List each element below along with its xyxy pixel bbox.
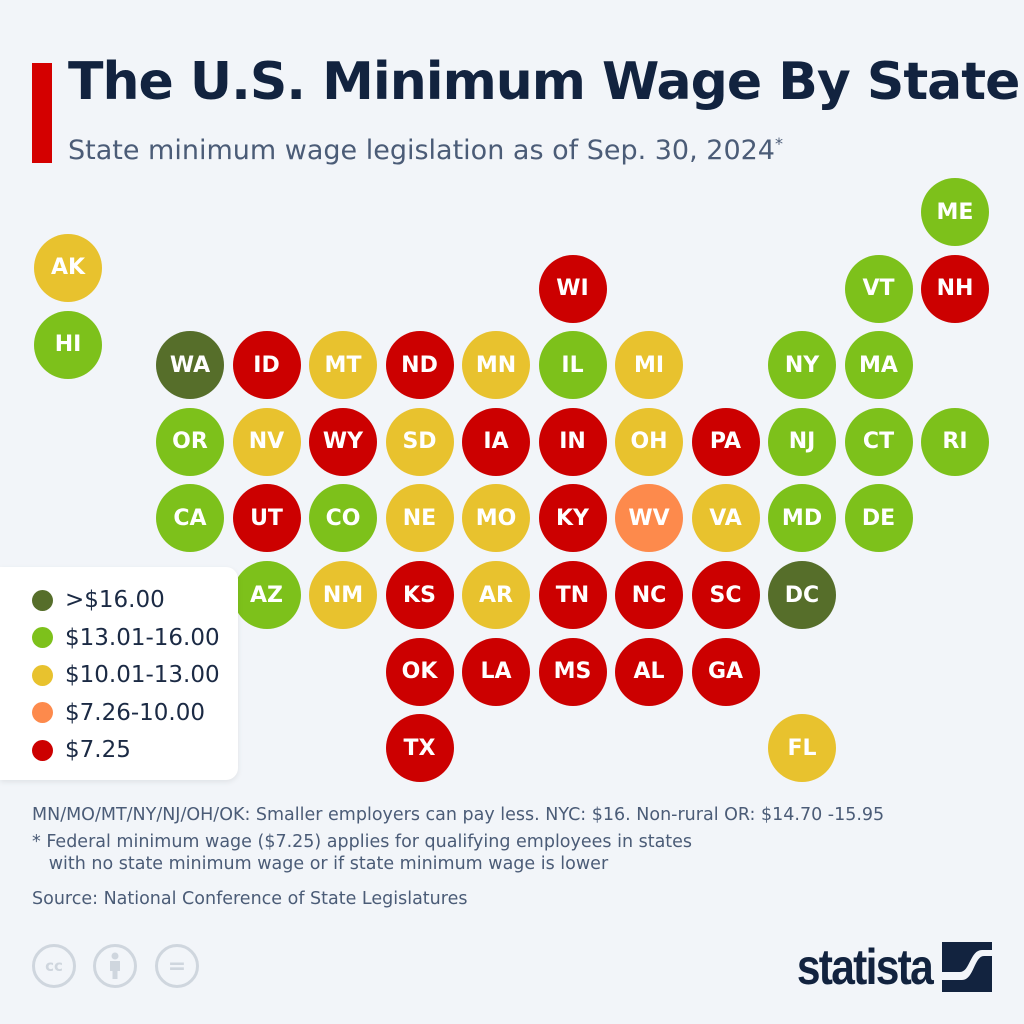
legend-item: $10.01-13.00 xyxy=(32,662,220,688)
state-tile-nm: NM xyxy=(309,561,377,629)
legend-item: $7.25 xyxy=(32,737,131,763)
state-tile-id: ID xyxy=(232,331,301,400)
state-tile-oh: OH xyxy=(615,407,683,476)
state-tile-mi: MI xyxy=(615,331,683,400)
state-tile-nh: NH xyxy=(921,254,989,323)
legend-item: $13.01-16.00 xyxy=(32,625,220,651)
state-tile-me: ME xyxy=(921,178,989,246)
subtitle-text: State minimum wage legislation as of Sep… xyxy=(68,135,775,166)
legend-swatch xyxy=(32,739,53,761)
state-tile-wy: WY xyxy=(309,407,377,476)
state-tile-ar: AR xyxy=(462,561,530,629)
state-tile-ms: MS xyxy=(538,637,607,706)
state-tile-mn: MN xyxy=(462,331,530,400)
state-tile-hi: HI xyxy=(34,310,102,379)
state-tile-nv: NV xyxy=(232,407,301,476)
legend-label: >$16.00 xyxy=(65,587,165,613)
state-tile-ut: UT xyxy=(232,484,301,553)
legend-item: >$16.00 xyxy=(32,587,165,613)
subtitle-footnote-mark: * xyxy=(774,134,783,153)
state-tile-vt: VT xyxy=(844,254,913,323)
legend-label: $10.01-13.00 xyxy=(65,662,220,688)
state-tile-la: LA xyxy=(462,637,530,706)
legend-label: $7.26-10.00 xyxy=(65,699,205,726)
state-tile-ok: OK xyxy=(385,637,454,706)
attribution-icon[interactable] xyxy=(93,944,137,988)
legend: >$16.00 $13.01-16.00 $10.01-13.00 $7.26-10.… xyxy=(0,567,238,780)
note-smaller-employers: MN/MO/MT/NY/NJ/OH/OK: Smaller employers … xyxy=(32,805,885,825)
state-tile-ri: RI xyxy=(921,407,989,476)
state-tile-al: AL xyxy=(615,637,683,706)
state-tile-de: DE xyxy=(844,484,913,553)
state-tile-tx: TX xyxy=(385,714,454,783)
state-tile-ne: NE xyxy=(385,484,454,553)
state-tile-pa: PA xyxy=(691,407,760,476)
cc-label: cc xyxy=(45,957,63,975)
legend-swatch xyxy=(32,702,53,723)
state-tile-ga: GA xyxy=(691,637,760,706)
person-icon xyxy=(110,952,120,979)
state-tile-ca: CA xyxy=(156,484,224,553)
legend-label: $7.25 xyxy=(65,737,131,763)
page-subtitle: State minimum wage legislation as of Sep… xyxy=(68,134,783,166)
legend-swatch xyxy=(32,589,53,611)
state-tile-in: IN xyxy=(538,407,607,476)
logo-text: statista xyxy=(796,939,934,995)
state-tile-ak: AK xyxy=(34,233,102,302)
state-tile-va: VA xyxy=(691,484,760,553)
cc-icon[interactable]: cc xyxy=(32,944,76,988)
state-tile-il: IL xyxy=(538,331,607,400)
state-tile-nj: NJ xyxy=(768,407,836,476)
legend-label: $13.01-16.00 xyxy=(65,624,220,651)
title-accent-bar xyxy=(32,63,52,163)
state-tile-mo: MO xyxy=(462,484,530,553)
state-tile-fl: FL xyxy=(768,714,836,783)
state-tile-ct: CT xyxy=(844,407,913,476)
nd-label: = xyxy=(167,953,187,979)
legend-item: $7.26-10.00 xyxy=(32,700,205,726)
legend-swatch xyxy=(32,627,53,648)
state-tile-sc: SC xyxy=(691,561,760,629)
state-tile-nd: ND xyxy=(385,331,454,400)
state-tile-md: MD xyxy=(768,484,836,553)
state-tile-wi: WI xyxy=(538,254,607,323)
state-tile-ky: KY xyxy=(538,484,607,553)
state-tile-wv: WV xyxy=(615,484,683,553)
state-tile-co: CO xyxy=(309,484,377,553)
state-tile-dc: DC xyxy=(768,561,836,629)
state-tile-wa: WA xyxy=(156,331,224,400)
state-tile-ma: MA xyxy=(844,331,913,400)
state-tile-az: AZ xyxy=(232,561,301,629)
source-note: Source: National Conference of State Leg… xyxy=(32,889,468,909)
state-tile-ks: KS xyxy=(385,561,454,629)
state-tile-nc: NC xyxy=(615,561,683,629)
note-federal-minimum: * Federal minimum wage ($7.25) applies f… xyxy=(32,832,693,874)
statista-mark-icon xyxy=(942,942,992,992)
state-tile-ny: NY xyxy=(768,331,836,400)
state-tile-or: OR xyxy=(156,407,224,476)
no-derivatives-icon[interactable]: = xyxy=(155,944,199,988)
state-tile-ia: IA xyxy=(462,407,530,476)
legend-swatch xyxy=(32,664,53,686)
statista-logo[interactable]: statista xyxy=(773,938,992,996)
state-tile-mt: MT xyxy=(309,331,377,400)
state-tile-sd: SD xyxy=(385,407,454,476)
page-title: The U.S. Minimum Wage By State xyxy=(68,52,1020,112)
state-tile-tn: TN xyxy=(538,561,607,629)
